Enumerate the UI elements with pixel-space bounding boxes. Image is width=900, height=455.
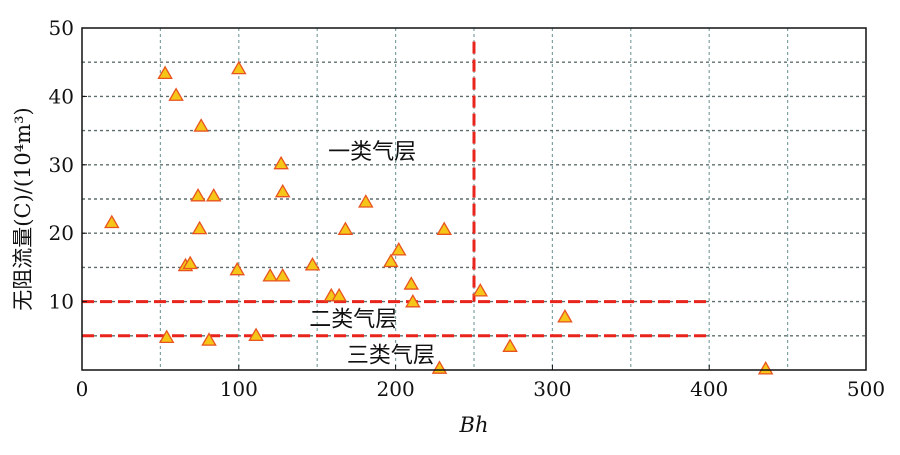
data-point — [205, 187, 222, 202]
data-point — [383, 253, 399, 268]
data-point — [248, 327, 264, 342]
data-point — [182, 255, 198, 270]
y-tick-label: 30 — [49, 153, 74, 177]
zone-label: 二类气层 — [309, 308, 397, 333]
data-point — [304, 257, 321, 271]
classification-thresholds — [82, 41, 710, 338]
x-tick-label: 100 — [220, 377, 258, 401]
x-tick-label: 0 — [76, 377, 89, 401]
data-point — [231, 60, 247, 75]
data-point — [436, 221, 452, 235]
data-point — [274, 267, 291, 282]
data-point — [157, 65, 173, 80]
x-axis-label: Bh — [459, 413, 489, 437]
data-point — [502, 338, 518, 352]
plot-frame — [81, 27, 867, 371]
data-point — [274, 183, 291, 198]
data-point — [168, 87, 184, 101]
zone-label: 三类气层 — [347, 343, 435, 368]
y-axis-label: 无阻流量(C)/(10⁴m³) — [11, 107, 35, 310]
x-tick-label: 400 — [690, 377, 728, 401]
data-point — [390, 241, 407, 256]
data-point — [191, 220, 208, 235]
zone-label: 一类气层 — [328, 140, 416, 165]
y-tick-label: 10 — [49, 290, 74, 314]
data-point — [757, 361, 774, 375]
x-tick-label: 200 — [377, 377, 415, 401]
data-point — [273, 155, 289, 170]
y-tick-label: 50 — [49, 16, 74, 40]
data-point — [472, 283, 489, 297]
y-tick-label: 20 — [49, 221, 74, 245]
y-tick-label: 40 — [49, 84, 74, 108]
axis-ticks: 0 100 200 300 400 500 10 20 30 40 50 — [49, 16, 886, 401]
data-points — [104, 60, 774, 375]
x-tick-label: 500 — [847, 377, 885, 401]
data-point — [337, 221, 354, 235]
data-point — [158, 329, 175, 344]
data-point — [229, 261, 246, 276]
data-point — [193, 118, 209, 132]
data-point — [557, 309, 573, 323]
data-point — [201, 332, 217, 346]
data-point — [262, 267, 278, 282]
data-point — [403, 276, 420, 290]
data-point — [331, 287, 347, 302]
data-point — [405, 293, 421, 308]
data-point — [358, 194, 374, 208]
x-tick-label: 300 — [533, 377, 571, 401]
data-point — [104, 214, 120, 229]
data-point — [190, 187, 206, 202]
